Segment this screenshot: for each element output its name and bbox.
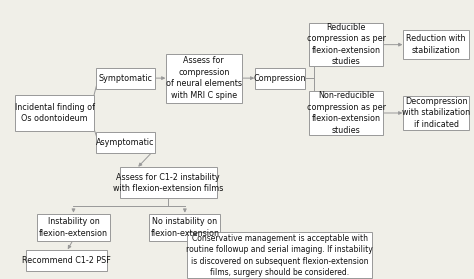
FancyBboxPatch shape [26,251,107,271]
FancyBboxPatch shape [403,30,469,59]
Text: Decompression
with stabilization
if indicated: Decompression with stabilization if indi… [402,97,470,129]
Text: Recommend C1-2 PSF: Recommend C1-2 PSF [22,256,111,265]
Text: Conservative management is acceptable with
routine followup and serial imaging. : Conservative management is acceptable wi… [186,234,373,277]
Text: Asymptomatic: Asymptomatic [96,138,155,147]
FancyBboxPatch shape [96,68,155,89]
Text: Compression: Compression [254,74,306,83]
Text: Reduction with
stabilization: Reduction with stabilization [406,34,466,55]
FancyBboxPatch shape [149,214,220,240]
Text: No instability on
flexion-extension: No instability on flexion-extension [150,217,219,238]
FancyBboxPatch shape [309,23,383,66]
Text: Assess for C1-2 instability
with flexion-extension films: Assess for C1-2 instability with flexion… [113,172,223,193]
FancyBboxPatch shape [36,214,110,240]
FancyBboxPatch shape [96,132,155,153]
FancyBboxPatch shape [166,54,242,103]
FancyBboxPatch shape [309,92,383,135]
Text: Incidental finding of
Os odontoideum: Incidental finding of Os odontoideum [15,103,94,123]
Text: Reducible
compression as per
flexion-extension
studies: Reducible compression as per flexion-ext… [307,23,385,66]
FancyBboxPatch shape [255,68,304,89]
FancyBboxPatch shape [187,232,372,278]
Text: Non-reducible
compression as per
flexion-extension
studies: Non-reducible compression as per flexion… [307,91,385,135]
FancyBboxPatch shape [119,167,217,198]
FancyBboxPatch shape [403,96,469,130]
Text: Assess for
compression
of neural elements
with MRI C spine: Assess for compression of neural element… [166,56,242,100]
FancyBboxPatch shape [16,95,94,131]
Text: Instability on
flexion-extension: Instability on flexion-extension [39,217,108,238]
Text: Symptomatic: Symptomatic [99,74,153,83]
